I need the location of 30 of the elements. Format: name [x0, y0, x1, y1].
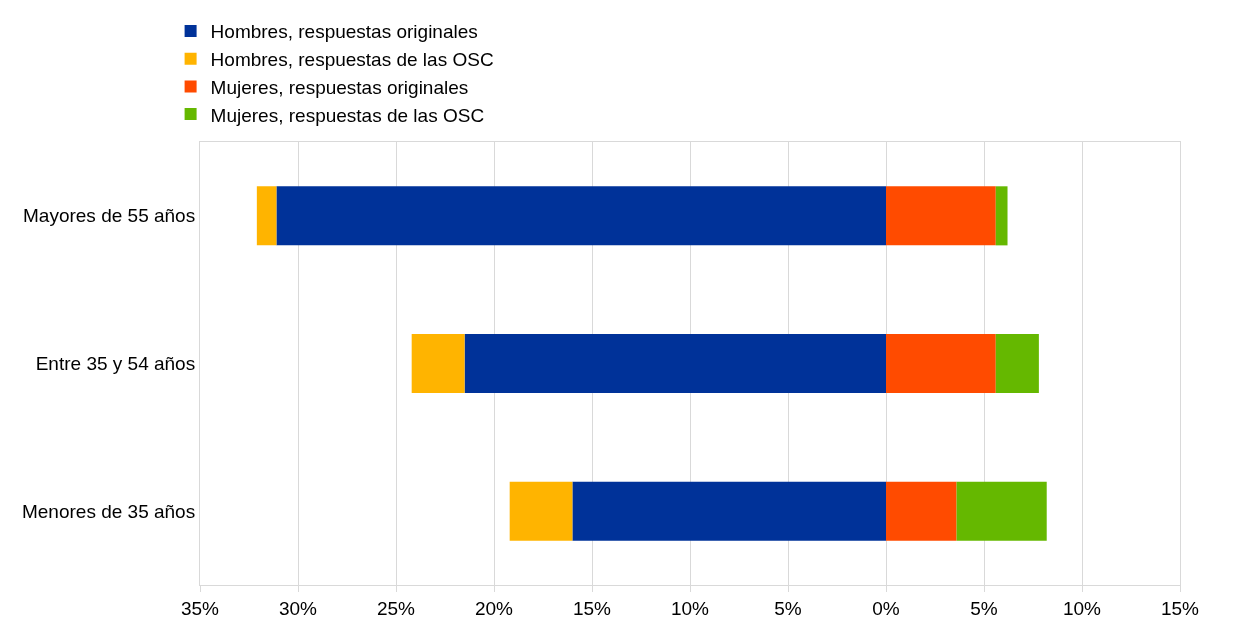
legend-label: Hombres, respuestas originales [210, 21, 478, 43]
bar [276, 186, 886, 246]
y-tick-label: Entre 35 y 54 años [35, 353, 196, 375]
x-tick-label: 10% [670, 597, 710, 619]
bar [464, 333, 886, 394]
x-tick-label: 15% [1160, 597, 1200, 619]
legend-label: Mujeres, respuestas de las OSC [210, 104, 485, 126]
y-tick-label: Mayores de 55 años [23, 205, 196, 227]
x-tick-label: 10% [1062, 597, 1102, 619]
x-tick-label: 5% [774, 597, 802, 619]
legend-label: Hombres, respuestas de las OSC [210, 49, 494, 71]
bar [572, 481, 886, 541]
x-tick-label: 0% [872, 597, 900, 619]
bar [411, 333, 465, 394]
x-tick-label: 25% [376, 597, 416, 619]
bar [509, 481, 573, 541]
bar [256, 186, 277, 246]
x-tick-label: 15% [572, 597, 612, 619]
y-tick-label: Menores de 35 años [21, 500, 196, 522]
bar [995, 186, 1008, 246]
x-tick-label: 30% [278, 597, 318, 619]
x-tick-label: 5% [970, 597, 998, 619]
legend-label: Mujeres, respuestas originales [210, 76, 469, 98]
bar [956, 481, 1047, 541]
bar [886, 333, 996, 394]
bar [886, 481, 957, 541]
x-tick-label: 20% [474, 597, 514, 619]
x-tick-label: 35% [180, 597, 220, 619]
bar [995, 333, 1039, 394]
bar [886, 186, 996, 246]
